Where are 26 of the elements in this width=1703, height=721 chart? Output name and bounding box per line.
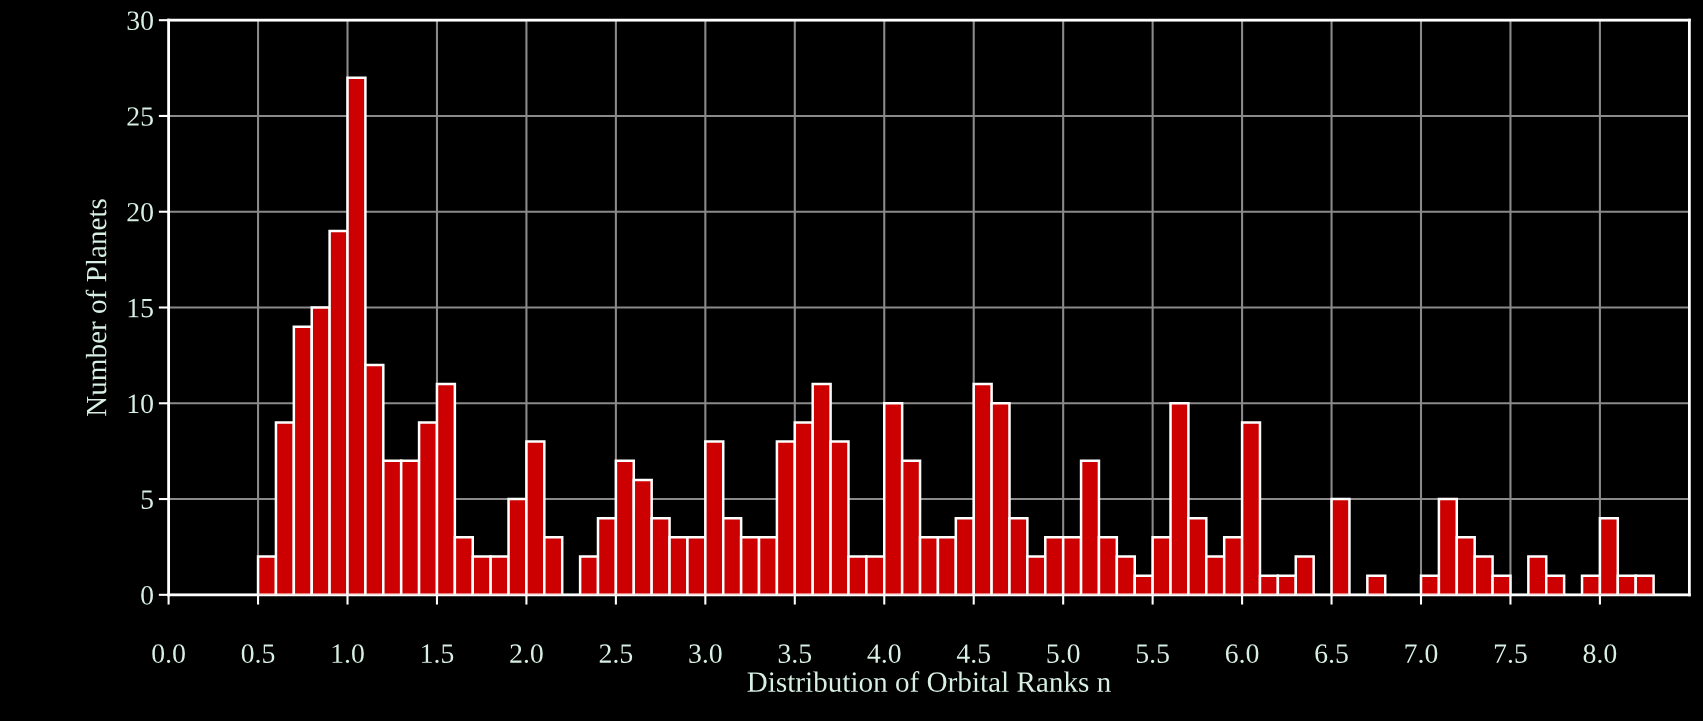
- x-tick-label: 0.0: [152, 644, 185, 664]
- y-tick-label: 5: [141, 490, 153, 509]
- x-axis-title: Distribution of Orbital Ranks n: [747, 671, 1111, 692]
- x-tick-label: 1.5: [422, 644, 454, 664]
- x-tick-label: 7.0: [1405, 644, 1438, 664]
- x-tick-label: 1.0: [332, 644, 364, 664]
- x-tick-label: 6.0: [1225, 644, 1259, 664]
- y-tick-label: 0: [141, 585, 153, 605]
- y-tick-label: 30: [127, 11, 153, 31]
- x-tick-label: 5.0: [1047, 644, 1080, 664]
- x-tick-label: 8.0: [1583, 644, 1617, 664]
- x-tick-label: 4.5: [956, 644, 990, 664]
- x-tick-label: 7.5: [1494, 644, 1527, 664]
- y-axis-title: Number of Planets: [85, 199, 107, 417]
- x-tick-label: 5.5: [1136, 644, 1169, 664]
- x-tick-label: 3.0: [689, 644, 722, 664]
- x-tick-label: 4.0: [867, 644, 901, 664]
- y-tick-label: 10: [128, 394, 153, 414]
- x-tick-label: 0.5: [241, 644, 275, 664]
- x-tick-label: 6.5: [1315, 644, 1348, 664]
- x-tick-label: 2.0: [510, 644, 543, 664]
- y-tick-label: 25: [127, 107, 153, 126]
- x-tick-label: 3.5: [778, 644, 812, 664]
- x-tick-label: 2.5: [599, 644, 633, 664]
- y-tick-label: 20: [127, 202, 153, 222]
- y-tick-label: 15: [128, 298, 153, 318]
